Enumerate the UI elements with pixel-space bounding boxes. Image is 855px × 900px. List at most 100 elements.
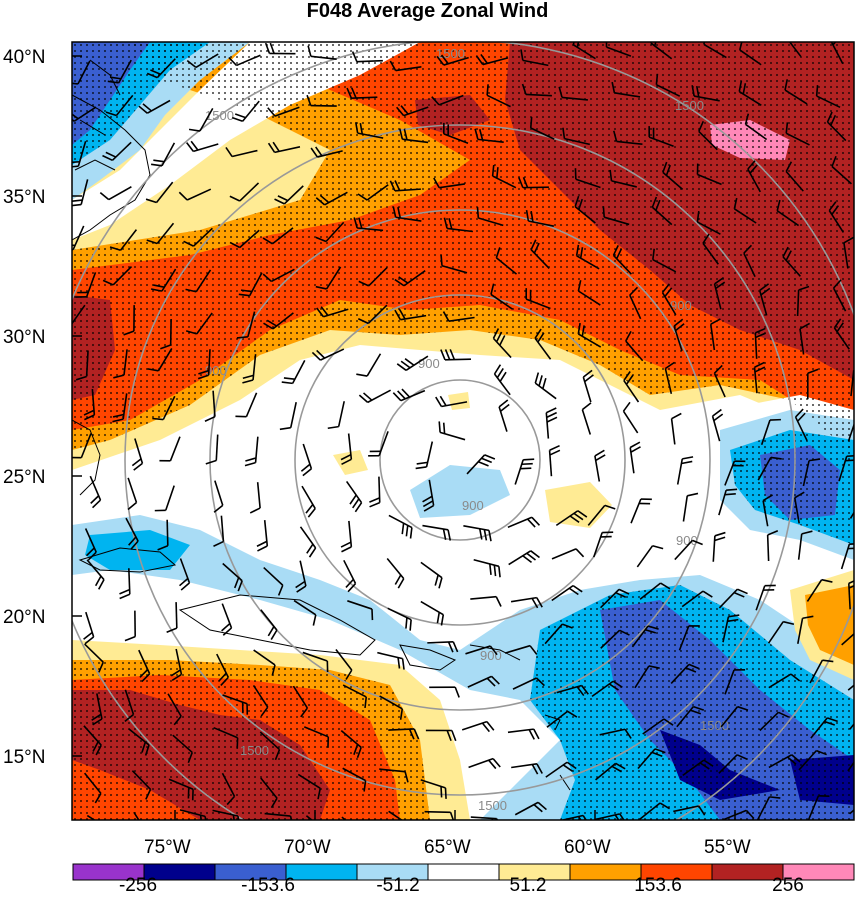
wind-barb-icon [427, 641, 459, 653]
wind-barb-icon [260, 609, 278, 640]
wind-barb-icon [678, 625, 700, 651]
wind-barb-icon [491, 165, 517, 189]
wind-barb-icon [470, 816, 498, 820]
wind-barb-icon [849, 722, 854, 730]
wind-barb-icon [738, 80, 762, 107]
wind-barb-icon [347, 600, 374, 621]
wind-barb-icon [577, 280, 601, 306]
wind-barb-icon [651, 196, 673, 226]
wind-barb-icon [340, 729, 362, 758]
wind-barb-icon [429, 686, 460, 698]
wind-barb-icon [72, 225, 85, 251]
wind-barb-icon [546, 710, 578, 728]
wind-barb-icon [756, 796, 781, 820]
wind-barb-icon [357, 184, 389, 201]
lat-label: 40°N [3, 47, 45, 68]
wind-barb-icon [387, 607, 412, 631]
wind-barb-icon [238, 272, 263, 297]
wind-barb-icon [436, 54, 469, 66]
wind-barb-icon [468, 757, 501, 770]
wind-barb-icon [702, 233, 719, 265]
map-frame [71, 41, 855, 821]
wind-barb-icon [295, 560, 307, 593]
wind-barb-icon [463, 524, 492, 542]
wind-barb-icon [556, 684, 589, 697]
wind-barb-icon [625, 331, 644, 362]
wind-barb-icon [662, 161, 684, 191]
wind-barb-icon [424, 810, 455, 820]
wind-barb-icon [368, 431, 389, 457]
wind-barb-icon [357, 304, 388, 325]
wind-barb-icon [574, 195, 596, 224]
wind-barb-icon [744, 113, 768, 141]
wind-barb-icon [185, 269, 212, 293]
colorbar-box [427, 863, 500, 881]
wind-barb-icon [440, 349, 472, 361]
wind-barb-icon [170, 648, 183, 682]
wind-barb-icon [591, 680, 623, 698]
wind-barb-icon [830, 42, 844, 65]
wind-barb-icon [302, 651, 329, 672]
wind-barb-icon [256, 520, 269, 552]
wind-barb-icon [342, 767, 367, 792]
wind-barb-icon [229, 229, 260, 249]
wind-barb-icon [422, 524, 452, 541]
wind-barb-icon [762, 494, 773, 527]
wind-barb-icon [799, 322, 811, 355]
wind-barb-icon [551, 584, 583, 602]
wind-barb-icon [847, 761, 854, 772]
colorbar-box [569, 863, 642, 881]
wind-barb-icon [179, 809, 207, 820]
contour-label: 900 [670, 298, 692, 313]
wind-barb-icon [766, 530, 779, 562]
wind-barb-icon [306, 94, 337, 107]
contour-label: 1500 [478, 798, 507, 813]
wind-barb-icon [676, 456, 694, 485]
wind-barb-icon [592, 531, 614, 558]
wind-barb-icon [828, 201, 845, 233]
wind-barb-icon [712, 531, 726, 562]
wind-barb-icon [664, 361, 675, 395]
wind-barb-icon [263, 312, 294, 330]
contour-label: 1500 [205, 108, 234, 123]
lat-label: 15°N [3, 747, 45, 768]
wind-barb-icon [442, 122, 469, 144]
wind-barb-icon [760, 418, 781, 445]
wind-barb-icon [655, 73, 681, 97]
wind-barb-icon [718, 754, 748, 774]
wind-barb-icon [605, 42, 632, 57]
wind-barb-icon [661, 283, 677, 316]
lon-axis [174, 810, 736, 820]
wind-barb-icon [747, 160, 761, 193]
wind-barb-icon [720, 705, 749, 728]
wind-barb-icon [784, 79, 808, 105]
wind-barb-icon [307, 45, 337, 61]
wind-barb-icon [637, 748, 666, 770]
wind-barb-icon [222, 694, 249, 715]
wind-barb-icon [575, 244, 600, 270]
colorbar-box [285, 863, 358, 881]
wind-barb-icon [244, 436, 259, 467]
wind-barb-icon [72, 141, 87, 168]
wind-barb-icon [315, 191, 348, 206]
wind-barb-icon [634, 665, 660, 689]
wind-barb-icon [525, 288, 551, 310]
wind-barb-icon [470, 595, 502, 607]
wind-barb-icon [388, 514, 413, 539]
wind-barb-icon [507, 728, 540, 740]
wind-barb-icon [345, 480, 363, 513]
wind-barb-icon [831, 155, 852, 185]
wind-barb-icon [518, 177, 549, 189]
wind-barb-icon [545, 407, 558, 439]
colorbar-tick-label: 256 [772, 875, 804, 896]
wind-barb-icon [197, 349, 211, 380]
wind-barb-icon [392, 388, 426, 402]
wind-barb-icon [343, 559, 357, 593]
height-contours [72, 42, 854, 820]
wind-barb-icon [242, 354, 257, 384]
wind-barb-icon [260, 777, 278, 809]
wind-barb-icon [545, 761, 577, 778]
wind-barb-icon [179, 558, 191, 591]
wind-barb-icon [498, 399, 510, 432]
wind-barb-icon [806, 368, 819, 400]
